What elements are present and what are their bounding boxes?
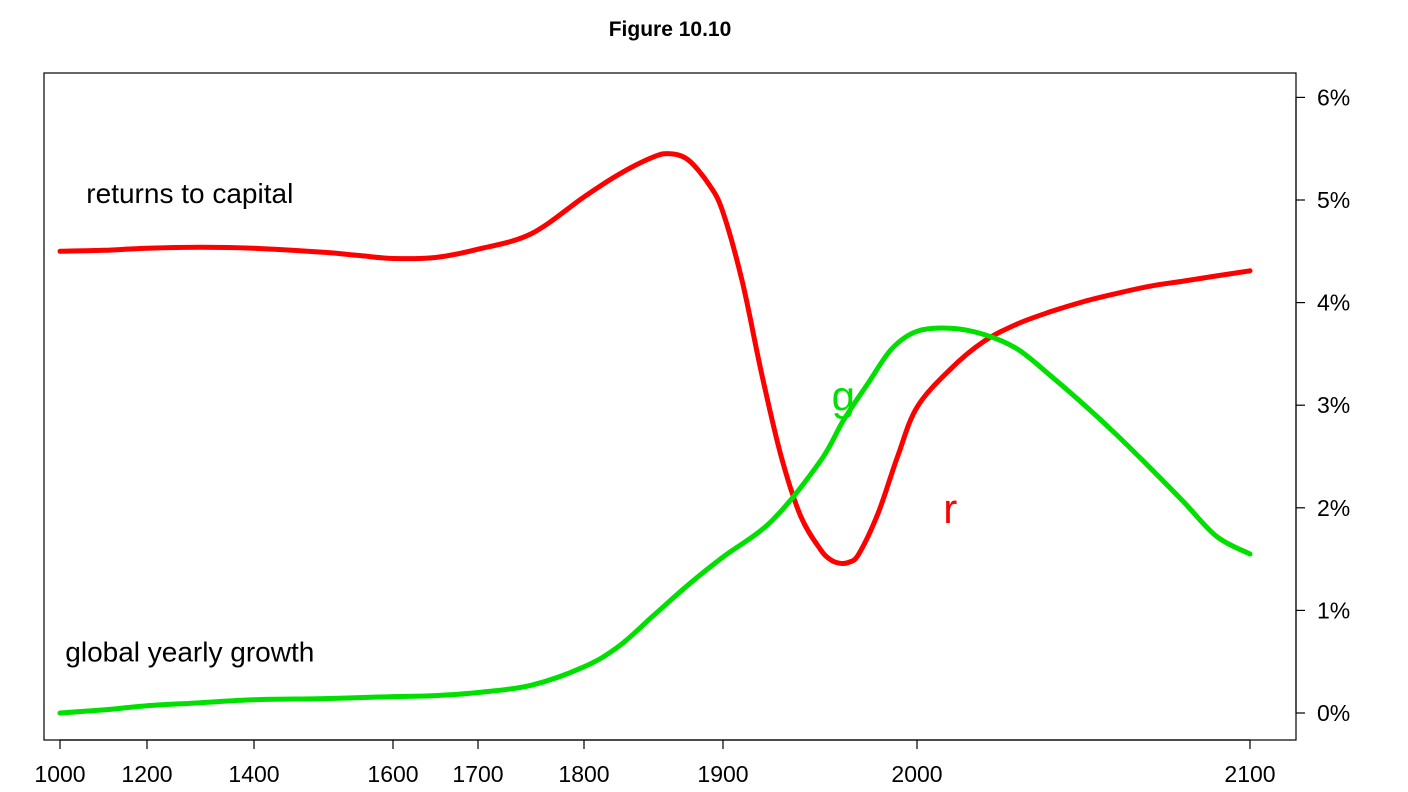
y-tick-label: 4%	[1317, 290, 1350, 316]
x-tick-label: 1900	[697, 761, 748, 787]
y-tick-label: 6%	[1317, 84, 1350, 110]
annotation-label: global yearly growth	[65, 637, 314, 668]
series-label-r: r	[943, 485, 957, 532]
x-tick-label: 1400	[228, 761, 279, 787]
x-tick-label: 2000	[891, 761, 942, 787]
y-tick-label: 1%	[1317, 597, 1350, 623]
series-line-r	[57, 151, 1253, 566]
x-tick-label: 1700	[452, 761, 503, 787]
x-tick-label: 1000	[34, 761, 85, 787]
x-tick-label: 1800	[558, 761, 609, 787]
x-tick-label: 1600	[367, 761, 418, 787]
annotation-layer: returns to capital global yearly growth g r	[65, 178, 957, 668]
series-label-g: g	[832, 372, 855, 419]
y-tick-label: 5%	[1317, 187, 1350, 213]
y-tick-label: 0%	[1317, 700, 1350, 726]
series-line-g	[57, 325, 1253, 716]
x-tick-label: 2100	[1224, 761, 1275, 787]
y-axis: 0% 1% 2% 3% 4% 5% 6%	[1295, 84, 1350, 726]
series-layer	[57, 151, 1253, 716]
y-tick-label: 3%	[1317, 392, 1350, 418]
x-axis: 1000 1200 1400 1600 1700 1800 1900 2000 2100	[34, 739, 1276, 787]
chart-title: Figure 10.10	[609, 18, 732, 41]
annotation-label: returns to capital	[86, 178, 293, 209]
x-tick-label: 1200	[121, 761, 172, 787]
y-tick-label: 2%	[1317, 495, 1350, 521]
